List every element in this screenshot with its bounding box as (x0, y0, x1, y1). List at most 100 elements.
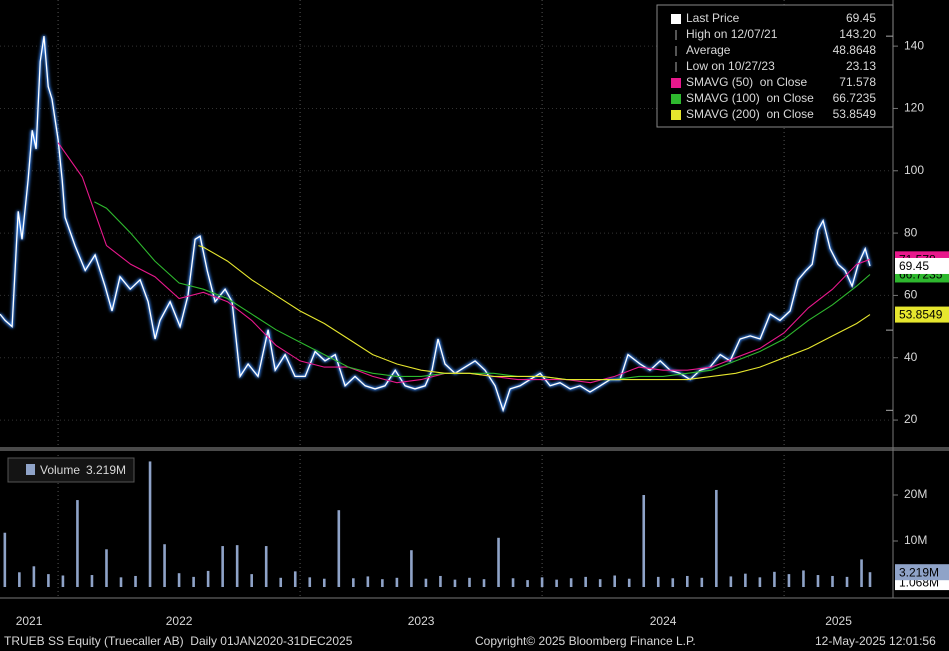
volume-bar (163, 544, 166, 587)
volume-bar (598, 579, 602, 587)
legend-label: SMAVG (100) on Close (686, 91, 814, 105)
volume-bar (395, 577, 399, 587)
volume-bar (439, 575, 442, 587)
volume-bar (308, 577, 312, 587)
y-tick-label: 20 (904, 412, 918, 426)
legend-label: Volume (40, 463, 80, 477)
y-tick-label: 80 (904, 225, 918, 239)
volume-bar (497, 537, 500, 587)
volume-bar (47, 574, 50, 587)
value-tag-box (895, 306, 949, 323)
legend-value: 53.8549 (833, 107, 877, 121)
volume-bar (700, 577, 704, 587)
value-tag: 69.45 (899, 259, 929, 273)
volume-bar (337, 510, 341, 587)
volume-bar (511, 578, 515, 587)
volume-bar (729, 576, 733, 587)
volume-bar (279, 577, 283, 587)
volume-bar (656, 576, 660, 587)
volume-bar (18, 572, 21, 587)
volume-bar (816, 575, 820, 587)
volume-bar (32, 566, 36, 587)
legend-value: 66.7235 (833, 91, 877, 105)
y-tick-label: 20M (904, 487, 927, 501)
volume-bar (3, 532, 7, 587)
moving-average-line (198, 245, 871, 381)
legend-value: 71.578 (839, 75, 876, 89)
volume-bar (540, 577, 544, 587)
legend-label: SMAVG (50) on Close (686, 75, 807, 89)
volume-bar (148, 461, 152, 587)
volume-bar (802, 570, 805, 587)
legend-value: 23.13 (846, 59, 876, 73)
legend-value: 48.8648 (833, 43, 877, 57)
volume-bar (569, 578, 573, 587)
x-tick-label: 2023 (408, 614, 435, 628)
legend-value: 69.45 (846, 11, 876, 25)
volume-bar (221, 546, 224, 587)
volume-bar (627, 578, 631, 587)
price-line (0, 36, 871, 413)
volume-bar (868, 572, 872, 587)
volume-bar (555, 579, 558, 587)
volume-bar (250, 574, 253, 587)
volume-bar (322, 578, 326, 587)
y-tick-label: 120 (904, 101, 924, 115)
volume-bar (235, 545, 239, 587)
footer-security: TRUEB SS Equity (Truecaller AB) Daily 01… (4, 634, 353, 648)
moving-average-line (94, 201, 871, 381)
volume-bar (831, 575, 834, 587)
legend-label: Last Price (686, 11, 740, 25)
footer-copyright: Copyright© 2025 Bloomberg Finance L.P. (475, 634, 696, 648)
legend-swatch (671, 94, 681, 104)
y-tick-label: 140 (904, 38, 924, 52)
volume-bar (526, 580, 529, 587)
volume-bar (410, 550, 413, 587)
volume-bar (642, 495, 646, 587)
legend-swatch (671, 110, 681, 120)
y-tick-label: 10M (904, 533, 927, 547)
y-tick-label: 40 (904, 350, 918, 364)
volume-bar (76, 500, 79, 587)
x-tick-label: 2025 (825, 614, 852, 628)
volume-bar (613, 575, 616, 587)
y-tick-label: 60 (904, 288, 918, 302)
volume-bar (744, 573, 747, 587)
volume-bar (424, 578, 428, 587)
footer-timestamp: 12-May-2025 12:01:56 (815, 634, 936, 648)
volume-bar (105, 549, 108, 587)
volume-bar (453, 579, 457, 587)
x-tick-label: 2024 (650, 614, 677, 628)
legend-value: 143.20 (839, 27, 876, 41)
x-tick-label: 2021 (16, 614, 43, 628)
volume-bar (352, 578, 355, 587)
volume-bar (685, 575, 689, 587)
value-tag-box (895, 257, 949, 274)
legend-label: High on 12/07/21 (686, 27, 778, 41)
y-tick-label: 100 (904, 163, 924, 177)
volume-bar (119, 577, 123, 587)
value-tag: 3.219M (899, 565, 939, 579)
volume-bar (758, 577, 762, 587)
volume-bar (134, 575, 137, 587)
volume-bar (293, 571, 297, 587)
volume-bar (381, 579, 384, 587)
volume-bar (177, 573, 181, 587)
legend-box (656, 4, 894, 128)
volume-bar (192, 576, 195, 587)
volume-bar (61, 575, 65, 587)
legend-value: 3.219M (86, 463, 126, 477)
volume-bar (584, 576, 587, 587)
volume-bar (468, 577, 471, 587)
volume-bar (482, 579, 486, 587)
legend-swatch (26, 464, 35, 475)
legend-label: SMAVG (200) on Close (686, 107, 814, 121)
volume-bar (787, 574, 791, 587)
volume-bar (671, 578, 675, 587)
value-tag: 53.8549 (899, 308, 943, 322)
volume-bar (715, 489, 718, 587)
volume-bar (773, 571, 776, 587)
legend-label: Low on 10/27/23 (686, 59, 775, 73)
